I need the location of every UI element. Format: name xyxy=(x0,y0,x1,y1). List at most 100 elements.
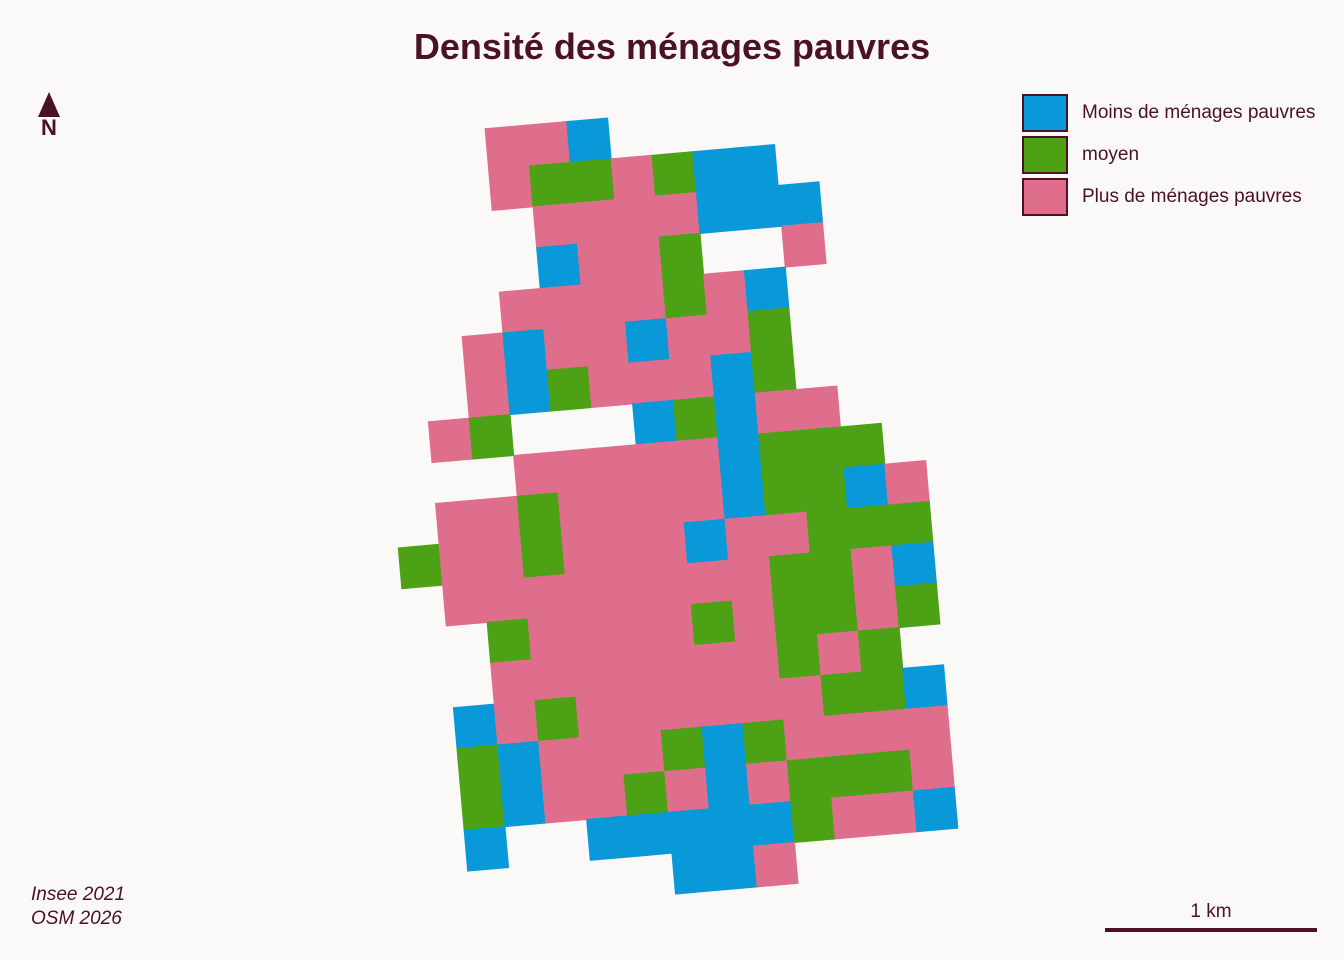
map-cell xyxy=(493,700,540,746)
map-cell xyxy=(546,366,593,412)
map-cell xyxy=(857,627,904,673)
legend-swatch-pink xyxy=(1022,178,1068,216)
map-grid xyxy=(362,89,1002,915)
map-cell xyxy=(569,158,616,204)
map-cell xyxy=(695,188,742,234)
map-cell xyxy=(671,849,717,895)
map-cell xyxy=(612,648,659,694)
map-cell xyxy=(486,618,533,664)
map-cell xyxy=(708,804,755,851)
map-cell xyxy=(460,785,506,831)
map-cell xyxy=(777,181,824,227)
map-cell xyxy=(523,573,570,620)
map-cell xyxy=(658,232,705,279)
map-cell xyxy=(736,184,783,231)
map-cell xyxy=(573,199,619,245)
scale-label: 1 km xyxy=(1190,901,1232,922)
map-cell xyxy=(735,637,781,684)
map-cell xyxy=(619,730,666,776)
map-cell xyxy=(475,495,522,542)
map-cell xyxy=(587,362,634,409)
map-cell xyxy=(912,786,959,833)
map-cell xyxy=(820,671,866,717)
map-cell xyxy=(598,485,644,531)
map-cell xyxy=(578,733,625,780)
map-cell xyxy=(743,266,790,313)
map-cell xyxy=(566,117,612,163)
map-cell xyxy=(655,192,701,238)
map-cell xyxy=(747,307,793,353)
map-cell xyxy=(635,440,682,487)
legend-swatch-green xyxy=(1022,136,1068,174)
map-cell xyxy=(816,630,863,677)
map-cell xyxy=(758,429,804,476)
map-cell xyxy=(884,460,930,506)
map-cell xyxy=(488,165,534,211)
map-cell xyxy=(525,121,571,167)
map-cell xyxy=(667,808,714,854)
map-cell xyxy=(761,470,808,517)
map-cell xyxy=(541,778,588,824)
map-cell xyxy=(605,566,652,613)
map-cell xyxy=(438,540,485,586)
map-cell xyxy=(813,589,859,636)
map-cell xyxy=(530,655,577,702)
data-sources: Insee 2021 OSM 2026 xyxy=(31,883,125,931)
map-cell xyxy=(768,552,815,598)
map-cell xyxy=(731,596,778,643)
map-cell xyxy=(827,753,874,799)
map-cell xyxy=(564,570,611,616)
map-cell xyxy=(676,437,722,483)
map-cell xyxy=(781,222,827,268)
source-line: OSM 2026 xyxy=(31,908,122,929)
legend-item-medium: moyen xyxy=(1022,136,1315,174)
map-cell xyxy=(703,270,749,316)
map-cell xyxy=(520,533,566,579)
map-cell xyxy=(513,451,559,497)
legend-item-high: Plus de ménages pauvres xyxy=(1022,178,1315,216)
map-cell xyxy=(720,474,767,520)
map-cell xyxy=(669,355,715,401)
map-cell xyxy=(624,318,671,364)
north-arrow: N xyxy=(26,92,72,139)
map-cell xyxy=(824,712,870,758)
map-cell xyxy=(626,811,673,858)
map-cell xyxy=(712,845,758,892)
map-cell xyxy=(571,652,618,698)
map-cell xyxy=(786,756,833,803)
map-cell xyxy=(621,277,667,323)
map-cell xyxy=(660,726,707,773)
map-cell xyxy=(527,614,573,661)
map-cell xyxy=(482,577,529,623)
map-cell xyxy=(887,500,934,547)
map-cell xyxy=(701,722,748,769)
map-cell xyxy=(649,604,696,650)
map-cell xyxy=(705,763,751,810)
legend-label: Moins de ménages pauvres xyxy=(1082,102,1316,123)
map-cell xyxy=(435,499,481,545)
map-cell xyxy=(498,287,545,334)
map-cell xyxy=(749,801,796,847)
map-cell xyxy=(754,389,801,435)
map-cell xyxy=(479,536,525,583)
map-cell xyxy=(895,582,941,629)
scale-bar: 1 km xyxy=(1105,901,1317,932)
map-cell xyxy=(690,600,737,646)
map-cell xyxy=(861,667,907,714)
map-cell xyxy=(516,492,563,538)
map-cell xyxy=(653,644,700,691)
map-cell xyxy=(543,325,589,371)
map-cell xyxy=(772,593,818,639)
map-cell xyxy=(568,611,614,657)
legend-swatch-blue xyxy=(1022,94,1068,132)
map-cell xyxy=(687,559,733,606)
map-cell xyxy=(580,280,627,327)
map-cell xyxy=(717,433,763,480)
north-arrow-icon xyxy=(38,92,60,117)
map-cell xyxy=(776,634,822,680)
map-cell xyxy=(790,797,836,844)
map-cell xyxy=(614,195,660,242)
map-cell xyxy=(809,548,856,595)
map-cell xyxy=(575,692,621,739)
map-cell xyxy=(505,369,552,416)
